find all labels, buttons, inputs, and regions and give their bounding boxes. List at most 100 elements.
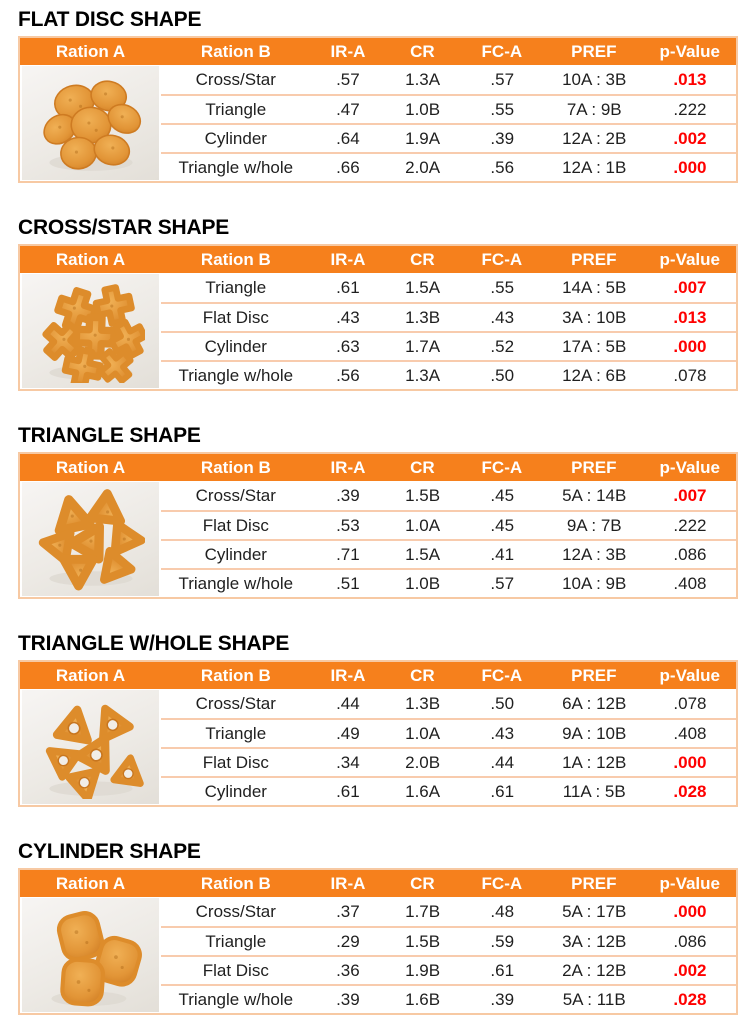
cr-cell: 1.9B [405, 960, 441, 980]
p-value-cell: .028 [673, 781, 707, 801]
ration-b-cell: Cylinder [204, 544, 267, 564]
p-value-cell: .222 [673, 99, 707, 119]
ir-a-cell: .39 [336, 989, 360, 1009]
pref-cell: 5A : 14B [562, 485, 627, 505]
ir-a-cell: .51 [336, 573, 360, 593]
ir-a-cell: .49 [336, 723, 360, 743]
p-value-cell: .222 [673, 515, 707, 535]
p-value-cell: .000 [673, 157, 707, 177]
column-header-ir-a: IR-A [330, 874, 366, 893]
section-cylinder-shape: CYLINDER SHAPE Ration A Ration B IR-A CR FC-… [18, 839, 738, 1015]
fc-a-cell: .57 [490, 573, 515, 593]
ration-b-cell: Triangle [205, 723, 267, 743]
cr-cell: 1.0A [405, 515, 441, 535]
ration-b-cell: Triangle w/hole [178, 573, 294, 593]
column-header-p-value: p-Value [659, 874, 720, 893]
column-header-cr: CR [410, 666, 435, 685]
fc-a-cell: .45 [490, 515, 515, 535]
section-title: TRIANGLE SHAPE [18, 424, 201, 447]
cr-cell: 1.5A [405, 544, 441, 564]
p-value-cell: .007 [673, 277, 707, 297]
section-title: CROSS/STAR SHAPE [18, 216, 230, 239]
column-header-ir-a: IR-A [330, 458, 366, 477]
ir-a-cell: .34 [336, 752, 360, 772]
ir-a-cell: .63 [336, 336, 360, 356]
table-row: Flat Disc .53 1.0A .45 9A : 7B .222 [161, 510, 736, 539]
ration-b-cell: Triangle [205, 99, 267, 119]
column-header-ration-a: Ration A [55, 666, 126, 685]
fc-a-cell: .39 [490, 989, 515, 1009]
pref-cell: 3A : 10B [562, 307, 627, 327]
table-row: Cross/Star .39 1.5B .45 5A : 14B .007 [161, 481, 736, 510]
p-value-cell: .086 [673, 544, 707, 564]
table-row: Triangle .61 1.5A .55 14A : 5B .007 [161, 273, 736, 302]
ration-b-cell: Triangle w/hole [178, 157, 294, 177]
cr-cell: 1.5B [405, 931, 441, 951]
ration-b-cell: Cylinder [204, 128, 267, 148]
column-header-cr: CR [410, 458, 435, 477]
cylinder-kibble-photo [22, 898, 160, 1012]
ir-a-cell: .43 [336, 307, 360, 327]
table-row: Cylinder .64 1.9A .39 12A : 2B .002 [161, 123, 736, 152]
column-header-p-value: p-Value [659, 42, 720, 61]
pref-cell: 14A : 5B [562, 277, 627, 297]
column-header-fc-a: FC-A [481, 666, 523, 685]
fc-a-cell: .44 [490, 752, 515, 772]
cross-star-kibble-photo [22, 274, 160, 388]
column-header-ir-a: IR-A [330, 250, 366, 269]
fc-a-cell: .50 [490, 365, 515, 385]
ration-a-cell [20, 689, 161, 805]
fc-a-cell: .43 [490, 723, 515, 743]
pref-cell: 5A : 11B [562, 989, 626, 1009]
cr-cell: 1.0B [405, 573, 441, 593]
table-header-row: Ration A Ration B IR-A CR FC-A PREF p-Value [20, 454, 736, 481]
table-body: Cross/Star .37 1.7B .48 5A : 17B .000 Triangle… [161, 897, 736, 1013]
ration-b-cell: Flat Disc [202, 752, 269, 772]
section-title: CYLINDER SHAPE [18, 840, 201, 863]
section-title: FLAT DISC SHAPE [18, 8, 202, 31]
p-value-cell: .086 [673, 931, 707, 951]
column-header-fc-a: FC-A [481, 874, 523, 893]
pref-cell: 3A : 12B [562, 931, 627, 951]
pref-cell: 17A : 5B [562, 336, 627, 356]
column-header-ir-a: IR-A [330, 42, 366, 61]
column-header-pref: PREF [571, 874, 617, 893]
p-value-cell: .002 [673, 128, 707, 148]
triangle-kibble-photo [22, 482, 160, 596]
section-flat-disc-shape: FLAT DISC SHAPE Ration A Ration B IR-A CR FC… [18, 7, 738, 183]
p-value-cell: .000 [673, 336, 707, 356]
table-header-row: Ration A Ration B IR-A CR FC-A PREF p-Value [20, 662, 736, 689]
ir-a-cell: .71 [336, 544, 360, 564]
column-header-cr: CR [410, 42, 435, 61]
ration-a-cell [20, 273, 161, 389]
fc-a-cell: .59 [490, 931, 515, 951]
table-row: Triangle .49 1.0A .43 9A : 10B .408 [161, 718, 736, 747]
column-header-p-value: p-Value [659, 666, 720, 685]
fc-a-cell: .45 [490, 485, 515, 505]
section-triangle-w-hole-shape: TRIANGLE W/HOLE SHAPE Ration A Ration B IR… [18, 631, 738, 807]
pref-cell: 5A : 17B [562, 901, 627, 921]
column-header-fc-a: FC-A [481, 250, 523, 269]
cr-cell: 1.6A [405, 781, 441, 801]
ir-a-cell: .66 [336, 157, 360, 177]
ration-b-cell: Cross/Star [195, 485, 276, 505]
results-table: Ration A Ration B IR-A CR FC-A PREF p-Value [18, 36, 738, 183]
ir-a-cell: .29 [336, 931, 360, 951]
ration-b-cell: Cross/Star [195, 69, 276, 89]
cr-cell: 1.7B [405, 901, 441, 921]
pref-cell: 9A : 7B [566, 515, 622, 535]
table-row: Triangle w/hole .56 1.3A .50 12A : 6B .078 [161, 360, 736, 389]
column-header-p-value: p-Value [659, 250, 720, 269]
column-header-ration-a: Ration A [55, 458, 126, 477]
p-value-cell: .002 [673, 960, 707, 980]
column-header-ir-a: IR-A [330, 666, 366, 685]
ration-b-cell: Triangle [205, 277, 267, 297]
table-row: Triangle w/hole .39 1.6B .39 5A : 11B .028 [161, 984, 736, 1013]
column-header-cr: CR [410, 250, 435, 269]
table-header-row: Ration A Ration B IR-A CR FC-A PREF p-Value [20, 246, 736, 273]
ration-b-cell: Flat Disc [202, 515, 269, 535]
table-row: Triangle w/hole .51 1.0B .57 10A : 9B .408 [161, 568, 736, 597]
cr-cell: 1.9A [405, 128, 441, 148]
p-value-cell: .078 [673, 693, 707, 713]
ration-b-cell: Flat Disc [202, 960, 269, 980]
